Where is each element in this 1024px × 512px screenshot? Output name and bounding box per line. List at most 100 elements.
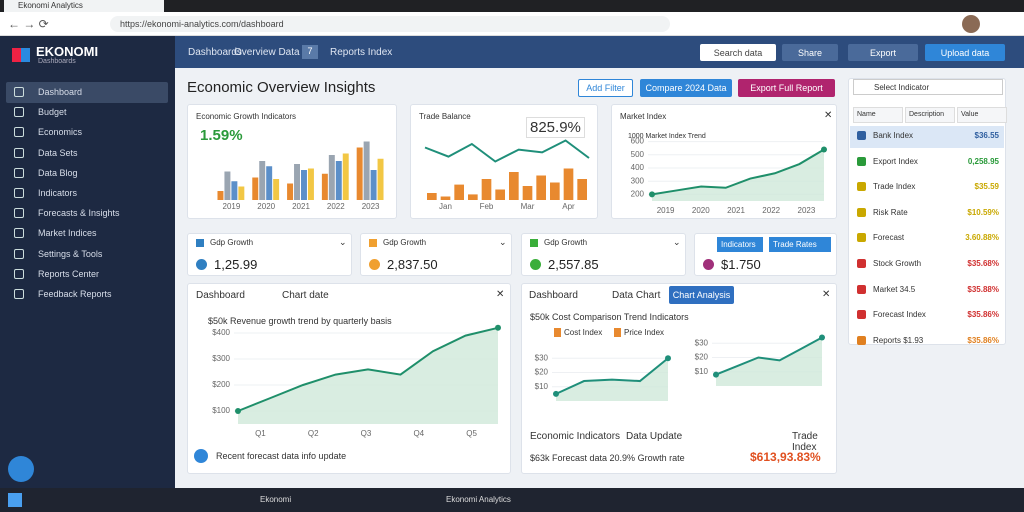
header-button[interactable]: Export xyxy=(848,44,918,61)
nav[interactable]: Overview Data xyxy=(234,47,300,58)
row-value: $35.59 xyxy=(974,182,999,192)
bar xyxy=(335,161,342,200)
nav-icon xyxy=(14,107,24,118)
nav-arrows[interactable]: ← → ⟳ xyxy=(8,17,49,31)
row-highlight xyxy=(850,126,1004,148)
panel-tab[interactable]: Name xyxy=(853,107,903,123)
x-tick-label: 2020 xyxy=(692,206,710,215)
nav-item[interactable]: Settings & Tools xyxy=(38,248,103,259)
bar xyxy=(238,186,245,200)
kpi-button[interactable]: Indicators xyxy=(717,237,763,252)
bar xyxy=(273,179,280,200)
toolbar-button[interactable]: Compare 2024 Data xyxy=(640,79,732,97)
kpi-card: Indicators Trade Rates $1.750 xyxy=(694,233,837,276)
row-icon xyxy=(857,182,866,192)
dropdown[interactable]: ⌄ xyxy=(339,237,347,247)
bar xyxy=(563,168,574,200)
row-label: Reports $1.93 xyxy=(873,335,924,345)
logo xyxy=(12,48,30,62)
line xyxy=(715,336,823,376)
kpi-value: 1,25.99 xyxy=(214,257,258,272)
tab[interactable]: Dashboard xyxy=(196,290,245,301)
tab[interactable]: Dashboard xyxy=(529,290,578,301)
toolbar-button[interactable]: Export Full Report xyxy=(738,79,835,97)
avatar[interactable] xyxy=(962,15,980,33)
kpi-dot xyxy=(369,259,380,270)
close[interactable]: ✕ xyxy=(822,289,831,300)
point xyxy=(235,408,241,414)
nav-item[interactable]: Market Indices xyxy=(38,228,97,239)
help-button[interactable] xyxy=(8,456,34,482)
kpi-card: Gdp Growth ⌄ 1,25.99 xyxy=(187,233,352,276)
row-value: $35.86% xyxy=(967,335,999,345)
bar xyxy=(481,179,492,200)
nav-item[interactable]: Reports Center xyxy=(38,268,100,279)
start[interactable] xyxy=(8,493,22,507)
nav-icon xyxy=(14,147,24,158)
kpi-button[interactable]: Trade Rates xyxy=(769,237,831,252)
kpi-value: 2,837.50 xyxy=(387,257,438,272)
dropdown[interactable]: Economic Indicators xyxy=(530,431,621,442)
x-tick-label: 2022 xyxy=(327,202,345,211)
bar xyxy=(259,161,266,200)
kpi-dot xyxy=(196,259,207,270)
nav-icon xyxy=(14,248,24,259)
footer: $63k Forecast data 20.9% Growth rate xyxy=(530,453,685,463)
panel: Select Indicator Name Description Value Ban… xyxy=(848,78,1007,345)
tab[interactable]: Chart date xyxy=(282,290,329,301)
nav-item[interactable]: Dashboard xyxy=(38,87,83,97)
card: Market Index ✕ 1000 Market Index Trend 2… xyxy=(611,104,837,219)
page-title: Economic Overview Insights xyxy=(187,79,376,96)
panel-tab[interactable]: Description xyxy=(905,107,955,123)
kpi-value: $1.750 xyxy=(721,257,761,272)
dropdown[interactable]: ⌄ xyxy=(499,237,507,247)
nav-item[interactable]: Feedback Reports xyxy=(38,289,112,299)
line xyxy=(424,139,590,163)
line xyxy=(651,148,825,196)
row-label: Trade Index xyxy=(873,182,916,192)
nav[interactable]: Reports Index xyxy=(330,47,393,58)
header-button[interactable]: Share xyxy=(782,44,838,61)
tab[interactable]: Data Chart xyxy=(612,290,661,301)
subtitle: $50k Revenue growth trend by quarterly b… xyxy=(208,316,392,326)
search[interactable]: Search data xyxy=(700,44,776,61)
nav-item[interactable]: Budget xyxy=(38,107,67,118)
y-tick-label: 200 xyxy=(631,190,645,199)
kpi-card: Gdp Growth ⌄ 2,837.50 xyxy=(360,233,512,276)
x-tick-label: Feb xyxy=(480,202,494,211)
bar xyxy=(224,171,231,200)
card-title: Trade Balance xyxy=(419,112,471,121)
subtitle: $50k Cost Comparison Trend Indicators xyxy=(530,312,689,322)
select[interactable]: Select Indicator xyxy=(853,79,1003,95)
nav-item[interactable]: Indicators xyxy=(38,188,78,198)
close[interactable]: ✕ xyxy=(496,289,505,300)
nav-item[interactable]: Data Blog xyxy=(38,167,78,178)
task[interactable]: Ekonomi Analytics xyxy=(446,495,511,504)
header-button[interactable]: Upload data xyxy=(925,44,1005,61)
x-tick-label: 2023 xyxy=(362,202,380,211)
panel-tab[interactable]: Value xyxy=(957,107,1007,123)
nav[interactable]: Dashboards xyxy=(188,47,242,58)
bar xyxy=(217,191,224,200)
toolbar-button[interactable]: Add Filter xyxy=(578,79,633,97)
tab[interactable]: Chart Analysis xyxy=(669,286,734,304)
nav-item[interactable]: Forecasts & Insights xyxy=(38,208,120,219)
x-tick-label: Mar xyxy=(521,202,535,211)
bar xyxy=(522,186,533,200)
row-icon xyxy=(857,156,866,166)
row-value: $35.86% xyxy=(967,310,999,320)
close[interactable]: ✕ xyxy=(824,110,833,121)
line xyxy=(237,326,499,412)
url[interactable]: https://ekonomi-analytics.com/dashboard xyxy=(110,16,670,32)
point xyxy=(713,371,719,378)
dropdown[interactable]: ⌄ xyxy=(673,237,681,247)
kpi-icon xyxy=(369,239,377,247)
bar xyxy=(287,183,294,200)
kpi-dot xyxy=(703,259,714,270)
tab[interactable]: Ekonomi Analytics xyxy=(4,0,164,12)
nav-item[interactable]: Economics xyxy=(38,127,83,138)
bar xyxy=(294,164,300,200)
nav-item[interactable]: Data Sets xyxy=(38,147,78,158)
kpi-icon xyxy=(530,239,538,247)
task[interactable]: Ekonomi xyxy=(260,495,292,504)
